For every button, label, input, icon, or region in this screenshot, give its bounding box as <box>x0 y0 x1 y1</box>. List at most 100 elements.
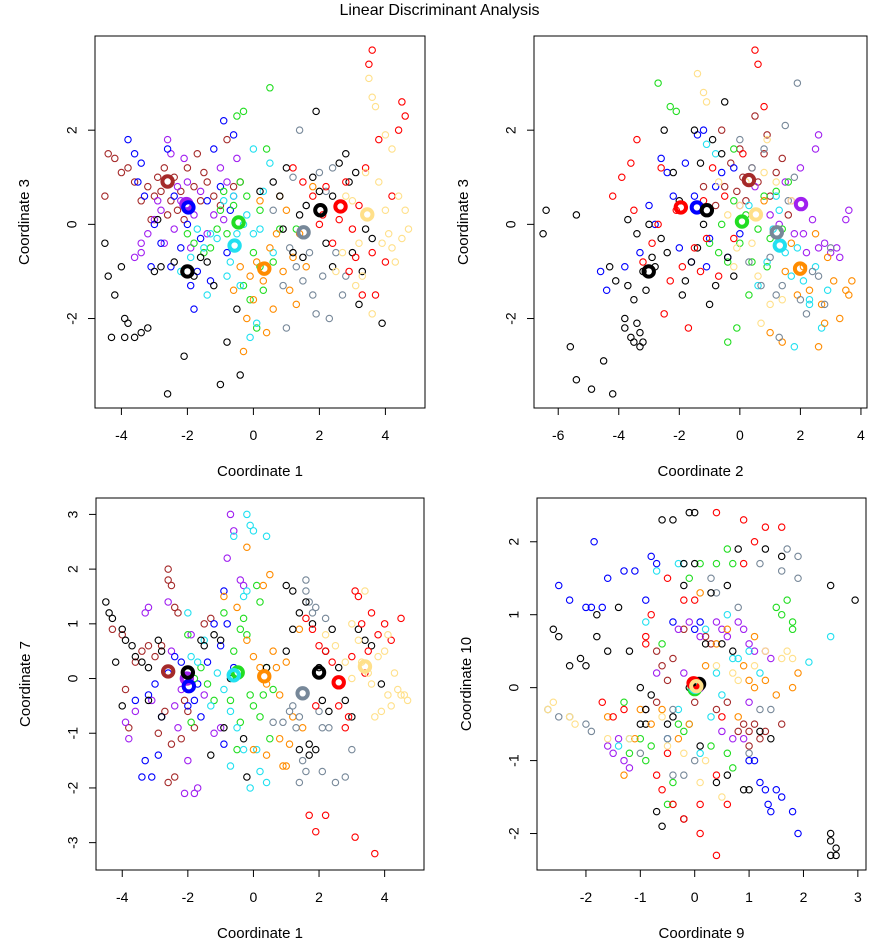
data-point-blue <box>620 567 628 575</box>
centroid-yellow <box>360 207 375 222</box>
data-point-cyan <box>729 654 737 663</box>
x-tick-label: 0 <box>691 889 699 905</box>
data-point-brown <box>196 197 205 205</box>
data-point-black2 <box>295 745 304 754</box>
data-point-brown <box>784 211 793 219</box>
data-point-cyan <box>262 778 271 787</box>
data-point-red <box>690 596 699 604</box>
data-point-red <box>345 267 353 276</box>
data-point-green <box>233 745 241 754</box>
data-point-orange <box>750 632 759 641</box>
data-point-purple <box>603 742 612 750</box>
data-point-gray <box>298 756 307 765</box>
data-point-blue <box>777 793 786 801</box>
x-axis-label: Coordinate 1 <box>217 463 303 480</box>
data-point-yellow <box>734 676 742 685</box>
data-point-green <box>239 281 248 290</box>
data-point-orange <box>239 347 248 356</box>
data-point-orange <box>249 745 258 754</box>
data-point-blue <box>699 126 708 134</box>
data-point-blue <box>157 239 165 247</box>
data-point-green <box>229 201 238 210</box>
data-point-black <box>128 641 136 650</box>
points-layer <box>544 508 859 860</box>
data-point-brown <box>174 609 182 617</box>
data-point-black2 <box>355 300 363 309</box>
data-point-orange <box>282 762 290 770</box>
data-point-cyan <box>187 652 195 661</box>
data-point-blue <box>229 131 238 139</box>
data-point-brown <box>707 640 715 648</box>
data-point-cyan <box>790 343 799 351</box>
data-point-cyan <box>243 587 251 595</box>
data-point-black2 <box>624 215 632 224</box>
data-point-black <box>582 662 590 670</box>
data-point-cyan <box>756 669 764 677</box>
data-point-orange <box>269 647 277 655</box>
data-point-black <box>627 333 635 342</box>
data-point-gray <box>299 277 307 285</box>
data-point-yellow <box>358 272 367 280</box>
data-point-red <box>718 713 726 721</box>
data-point-yellow <box>783 647 791 655</box>
data-point-purple <box>223 554 231 562</box>
data-point-brown <box>180 696 189 705</box>
data-point-yellow <box>788 654 797 663</box>
data-point-black <box>832 844 840 852</box>
data-point-green <box>730 145 738 153</box>
data-point-brown <box>108 625 117 634</box>
data-point-red <box>609 713 617 721</box>
data-point-cyan <box>206 230 215 238</box>
plot-frame <box>94 35 426 409</box>
data-point-green <box>647 742 655 750</box>
centroid-blue <box>181 200 196 215</box>
data-point-gray <box>348 745 356 754</box>
data-point-red <box>657 164 665 172</box>
data-point-blue <box>772 786 781 794</box>
data-point-red <box>348 652 356 661</box>
data-point-black <box>180 352 188 360</box>
data-point-black <box>593 610 601 619</box>
data-point-red <box>344 713 353 721</box>
data-point-red <box>708 164 717 172</box>
data-point-red <box>739 559 748 568</box>
data-point-green <box>685 574 694 582</box>
data-point-black2 <box>368 234 376 243</box>
data-point-red <box>374 631 382 639</box>
data-point-green <box>636 734 645 743</box>
data-point-red <box>754 60 762 69</box>
data-point-green <box>259 691 268 699</box>
data-point-cyan <box>674 705 683 714</box>
data-point-green <box>784 178 793 186</box>
data-point-yellow <box>384 691 392 699</box>
data-point-red <box>739 516 748 524</box>
data-point-brown <box>183 164 192 172</box>
data-point-black <box>210 281 218 290</box>
data-point-blue <box>788 807 797 816</box>
data-point-blue <box>657 154 665 163</box>
data-point-blue <box>190 305 198 313</box>
data-point-green <box>256 598 264 606</box>
data-point-orange <box>298 724 307 732</box>
data-point-black2 <box>367 641 376 650</box>
data-point-gray <box>302 767 310 776</box>
data-point-purple <box>814 131 823 139</box>
data-point-purple <box>609 749 617 758</box>
data-point-black <box>587 385 596 393</box>
data-point-black2 <box>289 248 297 257</box>
data-point-red <box>351 587 359 595</box>
data-point-gray <box>794 574 802 582</box>
data-point-red <box>654 220 662 229</box>
data-point-brown <box>200 168 208 177</box>
data-point-black <box>621 314 629 323</box>
data-point-cyan <box>775 206 783 214</box>
data-point-gray <box>669 771 677 779</box>
data-point-black2 <box>305 740 313 748</box>
data-point-blue <box>631 567 639 575</box>
x-tick-label: -2 <box>181 427 194 443</box>
data-point-brown <box>173 206 182 214</box>
points-layer <box>102 510 412 858</box>
x-tick-label: 0 <box>250 889 258 905</box>
data-point-black <box>566 343 575 351</box>
data-point-purple <box>239 581 248 590</box>
